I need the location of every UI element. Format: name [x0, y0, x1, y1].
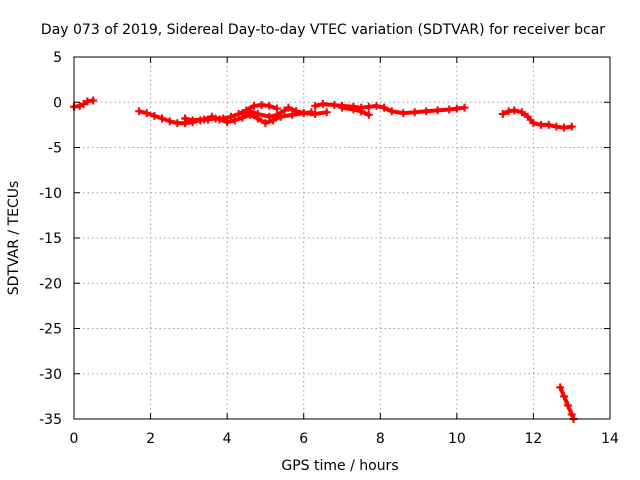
data-point-marker	[410, 108, 419, 117]
series-segment	[183, 110, 314, 126]
data-point-marker	[265, 112, 274, 121]
data-point-marker	[445, 105, 454, 114]
data-point-marker	[537, 120, 546, 129]
data-point-marker	[364, 102, 373, 111]
x-tick-label: 12	[525, 431, 543, 447]
data-point-marker	[563, 401, 572, 410]
data-point-marker	[372, 101, 381, 110]
y-tick-label: -35	[39, 412, 62, 428]
data-point-marker	[460, 103, 469, 112]
data-point-marker	[292, 107, 301, 116]
y-tick-label: -15	[39, 231, 62, 247]
series-layer	[70, 96, 578, 423]
data-point-marker	[207, 112, 216, 121]
data-point-marker	[560, 392, 569, 401]
tick-layer: 0 2 4 6 8 10 12 14 5 0 -5 -10 -15 -20 -25 -30 -35	[39, 50, 619, 447]
data-point-marker	[452, 104, 461, 113]
x-tick-label: 6	[299, 431, 308, 447]
data-point-marker	[272, 110, 281, 119]
data-point-marker	[567, 410, 576, 419]
data-point-marker	[181, 114, 190, 123]
x-tick-label: 8	[376, 431, 385, 447]
data-point-marker	[380, 103, 389, 112]
x-tick-label: 4	[223, 431, 232, 447]
data-point-marker	[433, 106, 442, 115]
data-point-marker	[135, 107, 144, 116]
data-point-marker	[311, 110, 320, 119]
data-point-marker	[552, 122, 561, 131]
data-point-marker	[556, 383, 565, 392]
grid-layer	[74, 57, 610, 419]
y-tick-label: -5	[48, 141, 62, 157]
data-point-marker	[357, 107, 366, 116]
data-point-marker	[238, 109, 247, 118]
data-point-marker	[223, 118, 232, 127]
y-tick-label: -10	[39, 186, 62, 202]
data-point-marker	[311, 101, 320, 110]
data-point-marker	[510, 106, 519, 115]
data-point-marker	[330, 100, 339, 109]
y-axis-label: SDTVAR / TECUs	[6, 181, 22, 296]
x-tick-label: 0	[70, 431, 79, 447]
y-tick-label: 0	[53, 95, 62, 111]
data-point-marker	[253, 110, 262, 119]
data-point-marker	[265, 101, 274, 110]
data-point-marker	[261, 119, 270, 128]
x-axis-label: GPS time / hours	[281, 458, 398, 474]
x-tick-label: 10	[448, 431, 466, 447]
data-point-marker	[529, 119, 538, 128]
data-point-marker	[387, 107, 396, 116]
data-point-marker	[158, 114, 167, 123]
data-point-marker	[322, 108, 331, 117]
data-point-marker	[230, 116, 239, 125]
y-tick-label: -20	[39, 276, 62, 292]
chart-title: Day 073 of 2019, Sidereal Day-to-day VTE…	[41, 22, 605, 38]
data-point-marker	[215, 115, 224, 124]
data-point-marker	[338, 103, 346, 112]
data-point-marker	[544, 120, 553, 129]
data-point-marker	[399, 109, 408, 118]
data-point-marker	[422, 107, 431, 116]
data-point-marker	[517, 108, 526, 117]
data-point-marker	[142, 109, 151, 118]
data-point-marker	[299, 109, 308, 118]
data-point-marker	[364, 110, 373, 119]
x-tick-label: 2	[146, 431, 155, 447]
data-point-marker	[523, 112, 532, 121]
data-point-marker	[567, 122, 576, 131]
data-point-marker	[89, 96, 98, 105]
data-point-marker	[560, 123, 569, 132]
y-tick-label: 5	[53, 50, 62, 66]
data-point-marker	[188, 116, 197, 125]
data-point-marker	[498, 110, 507, 119]
data-point-marker	[200, 115, 209, 124]
data-point-marker	[318, 100, 327, 109]
data-point-marker	[246, 107, 255, 116]
data-point-marker	[349, 105, 358, 114]
y-tick-label: -30	[39, 367, 62, 383]
y-tick-label: -25	[39, 322, 62, 338]
data-point-marker	[150, 111, 159, 120]
data-point-marker	[284, 103, 293, 112]
data-point-marker	[165, 117, 174, 126]
data-point-marker	[257, 100, 266, 109]
data-point-marker	[173, 119, 182, 128]
data-point-marker	[249, 101, 258, 110]
x-tick-label: 14	[601, 431, 619, 447]
